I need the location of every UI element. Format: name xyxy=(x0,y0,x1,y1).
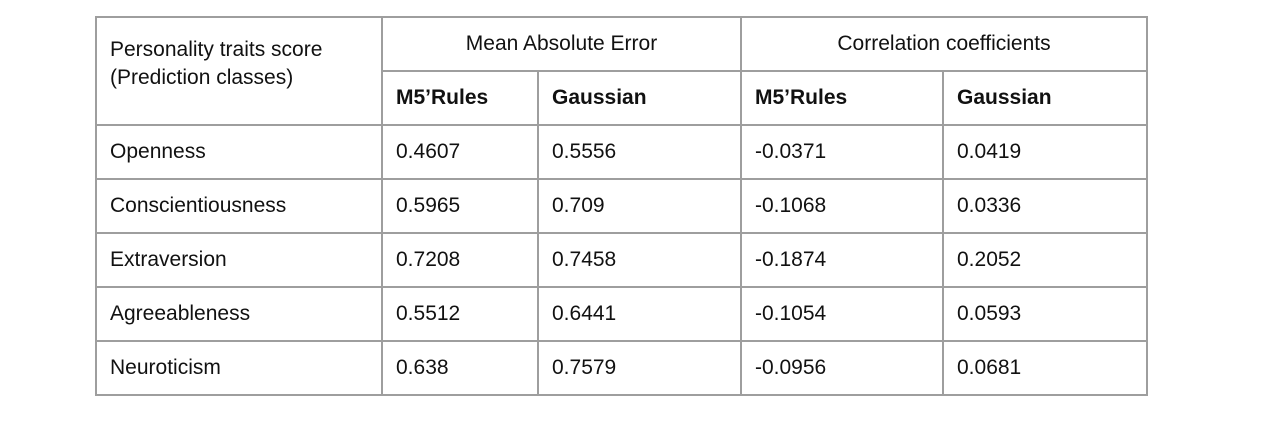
table-row: Openness 0.4607 0.5556 -0.0371 0.0419 xyxy=(95,124,1149,180)
trait-label: Neuroticism xyxy=(95,340,383,396)
table-row: Extraversion 0.7208 0.7458 -0.1874 0.205… xyxy=(95,232,1149,288)
mae-m5rules-cell: 0.4607 xyxy=(381,124,539,180)
table-subheader-row: M5’Rules Gaussian M5’Rules Gaussian xyxy=(96,70,1149,126)
corr-gaussian-cell: 0.0419 xyxy=(941,124,1149,180)
corr-gaussian-cell: 0.0593 xyxy=(941,286,1149,342)
mae-m5rules-cell: 0.638 xyxy=(381,340,539,396)
mae-m5rules-cell: 0.5965 xyxy=(381,178,539,234)
mae-gaussian-header: Gaussian xyxy=(537,70,742,126)
corr-m5rules-cell: -0.1054 xyxy=(740,286,944,342)
mae-gaussian-cell: 0.709 xyxy=(537,178,742,234)
trait-header-line-1: Personality traits score xyxy=(110,38,323,61)
corr-gaussian-cell: 0.0336 xyxy=(941,178,1149,234)
corr-m5rules-cell: -0.0956 xyxy=(740,340,944,396)
mae-gaussian-cell: 0.7458 xyxy=(537,232,742,288)
trait-label: Openness xyxy=(95,124,383,180)
mae-gaussian-cell: 0.7579 xyxy=(537,340,742,396)
table-header-row: Personality traits score (Prediction cla… xyxy=(95,16,1149,126)
corr-m5rules-cell: -0.1068 xyxy=(740,178,944,234)
trait-header-line-2: (Prediction classes) xyxy=(110,66,294,89)
trait-column-header: Personality traits score (Prediction cla… xyxy=(95,16,383,126)
mae-gaussian-cell: 0.5556 xyxy=(537,124,742,180)
corr-m5rules-header: M5’Rules xyxy=(740,70,944,126)
corr-gaussian-cell: 0.0681 xyxy=(941,340,1149,396)
corr-gaussian-cell: 0.2052 xyxy=(941,232,1149,288)
trait-label: Agreeableness xyxy=(95,286,383,342)
mae-m5rules-header: M5’Rules xyxy=(381,70,539,126)
table-row: Conscientiousness 0.5965 0.709 -0.1068 0… xyxy=(95,178,1149,234)
table-row: Agreeableness 0.5512 0.6441 -0.1054 0.05… xyxy=(95,286,1149,342)
trait-label: Extraversion xyxy=(95,232,383,288)
corr-gaussian-header: Gaussian xyxy=(941,70,1149,126)
mae-m5rules-cell: 0.5512 xyxy=(381,286,539,342)
results-table: Personality traits score (Prediction cla… xyxy=(95,16,1149,396)
mae-m5rules-cell: 0.7208 xyxy=(381,232,539,288)
mae-group-header: Mean Absolute Error xyxy=(381,16,742,72)
corr-m5rules-cell: -0.1874 xyxy=(740,232,944,288)
mae-gaussian-cell: 0.6441 xyxy=(537,286,742,342)
corr-m5rules-cell: -0.0371 xyxy=(740,124,944,180)
trait-label: Conscientiousness xyxy=(95,178,383,234)
table-row: Neuroticism 0.638 0.7579 -0.0956 0.0681 xyxy=(95,340,1149,396)
correlation-group-header: Correlation coefficients xyxy=(739,16,1149,72)
